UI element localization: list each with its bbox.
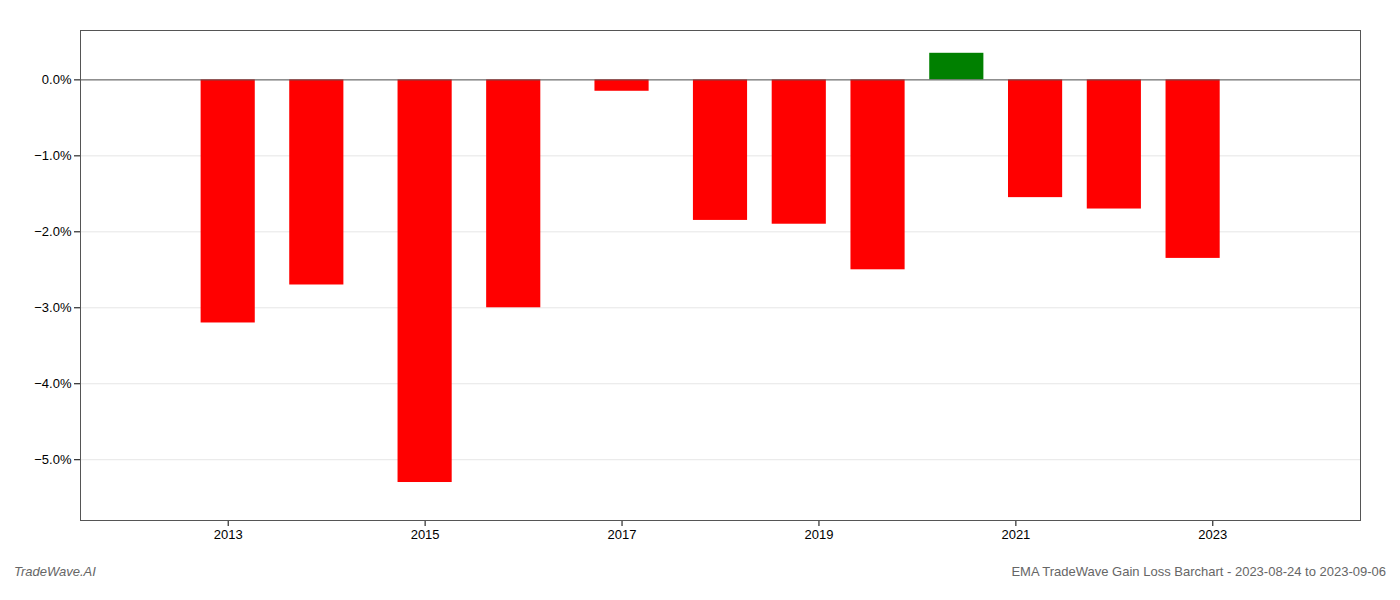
svg-text:2019: 2019 [805, 527, 834, 542]
svg-text:−2.0%: −2.0% [34, 224, 72, 239]
svg-text:2017: 2017 [608, 527, 637, 542]
html-text:TradeWave.AI: TradeWave.AI [14, 564, 96, 579]
svg-text:2015: 2015 [411, 527, 440, 542]
svg-text:2021: 2021 [1001, 527, 1030, 542]
svg-text:−3.0%: −3.0% [34, 300, 72, 315]
svg-text:0.0%: 0.0% [42, 72, 72, 87]
svg-text:−1.0%: −1.0% [34, 148, 72, 163]
html-text:EMA TradeWave Gain Loss Barcha: EMA TradeWave Gain Loss Barchart - 2023-… [1011, 564, 1386, 579]
svg-text:2013: 2013 [214, 527, 243, 542]
svg-text:−5.0%: −5.0% [34, 452, 72, 467]
svg-text:−4.0%: −4.0% [34, 376, 72, 391]
svg-text:2023: 2023 [1198, 527, 1227, 542]
